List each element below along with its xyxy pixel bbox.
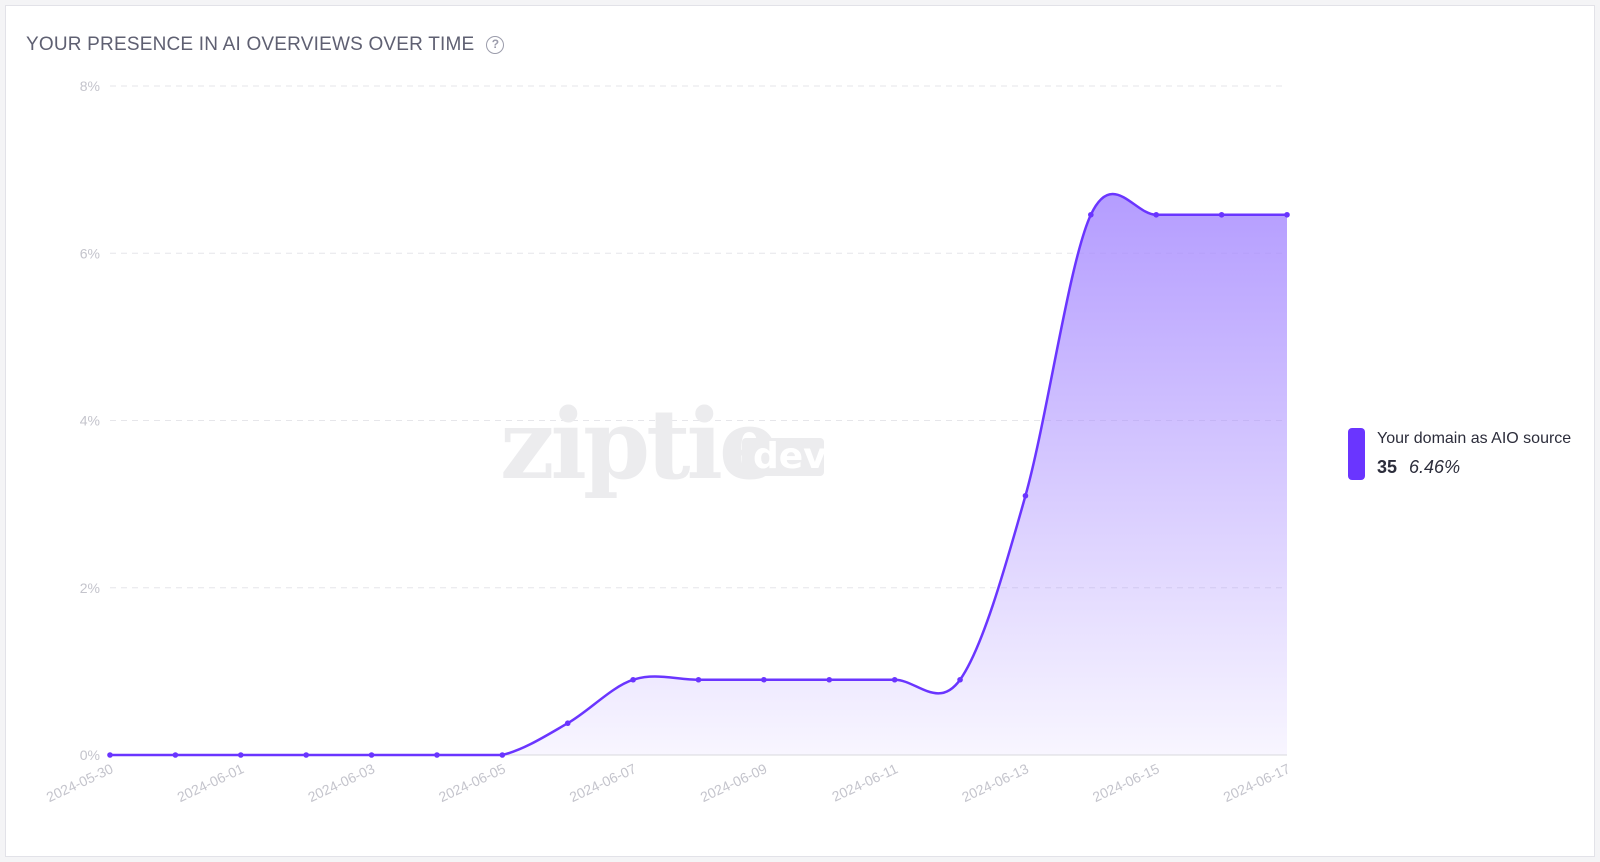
series-area-fill [110,193,1287,755]
x-tick-label: 2024-06-07 [567,760,639,805]
y-tick-label: 6% [80,245,100,261]
legend-series-name: Your domain as AIO source [1377,430,1572,447]
data-point[interactable] [368,752,375,758]
data-point[interactable] [1153,211,1160,218]
data-point[interactable] [761,676,767,683]
data-point[interactable] [303,752,309,758]
data-point[interactable] [499,752,506,758]
legend-swatch[interactable] [1348,428,1365,480]
chart-title: YOUR PRESENCE IN AI OVERVIEWS OVER TIME [26,34,475,55]
data-point[interactable] [107,752,113,758]
data-point[interactable] [1284,211,1290,218]
series-points [107,211,1290,758]
data-point[interactable] [1218,211,1225,218]
ziptie-watermark: ziptie dev [500,388,827,501]
x-tick-label: 2024-06-13 [959,760,1031,805]
chart-card: ziptie dev 0% 2% 4% 6% 8% 2024-05-30 2024-06-… [5,5,1595,857]
presence-area-chart: ziptie dev 0% 2% 4% 6% 8% 2024-05-30 2024-06-… [44,78,1293,805]
chart-header: YOUR PRESENCE IN AI OVERVIEWS OVER TIME … [26,34,505,56]
data-point[interactable] [695,676,702,683]
y-axis-ticks: 0% 2% 4% 6% 8% [80,78,100,763]
legend-text: Your domain as AIO source 35 6.46% [1377,428,1571,480]
data-point[interactable] [891,676,898,683]
x-tick-label: 2024-06-17 [1221,760,1293,805]
y-tick-label: 8% [80,78,100,94]
y-tick-label: 4% [80,413,100,429]
x-tick-label: 2024-06-15 [1090,760,1162,805]
data-point[interactable] [1022,492,1029,499]
data-point[interactable] [957,676,963,683]
watermark-badge-text: dev [753,436,827,477]
legend-percent: 6.46% [1409,457,1461,477]
watermark-brand: ziptie [500,388,776,501]
x-axis-ticks: 2024-05-30 2024-06-01 2024-06-03 2024-06-05… [44,760,1293,805]
y-tick-label: 2% [80,580,100,596]
data-point[interactable] [630,676,636,683]
watermark-badge [742,438,824,476]
question-circle-icon[interactable]: ? [486,36,505,54]
chart-legend: Your domain as AIO source 35 6.46% [1348,428,1571,480]
data-point[interactable] [826,676,833,683]
data-point[interactable] [1088,211,1094,218]
x-tick-label: 2024-05-30 [44,760,116,805]
data-point[interactable] [172,752,179,758]
x-tick-label: 2024-06-03 [305,760,377,805]
data-point[interactable] [434,752,440,758]
y-tick-label: 0% [80,747,100,763]
legend-values: 35 6.46% [1377,457,1571,478]
legend-count: 35 [1377,457,1398,477]
x-tick-label: 2024-06-09 [698,760,770,805]
data-point[interactable] [237,752,244,758]
x-tick-label: 2024-06-05 [436,760,508,805]
data-point[interactable] [564,720,571,727]
x-tick-label: 2024-06-01 [175,760,247,805]
x-tick-label: 2024-06-11 [829,760,900,804]
